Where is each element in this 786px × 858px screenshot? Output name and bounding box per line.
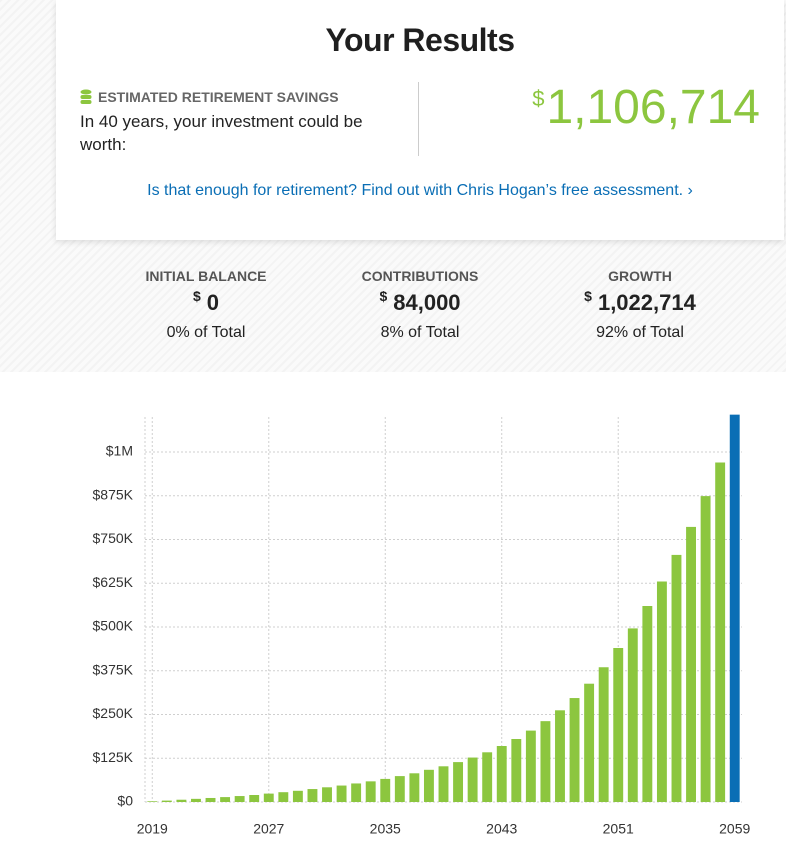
y-tick-label: $375K (93, 661, 134, 677)
divider (418, 82, 419, 156)
stat-amount: $0 (86, 288, 326, 316)
bar (453, 762, 464, 802)
x-tick-label: 2035 (370, 821, 401, 837)
link-arrow[interactable]: › (687, 182, 693, 199)
bar (263, 793, 274, 802)
stat: INITIAL BALANCE $0 0% of Total (86, 268, 326, 342)
x-tick-label: 2051 (603, 821, 634, 837)
bar (438, 766, 449, 802)
stat: CONTRIBUTIONS $84,000 8% of Total (300, 268, 540, 342)
bar (482, 752, 493, 802)
bar (496, 746, 507, 802)
stat-share: 8% of Total (380, 324, 460, 341)
stat-label: INITIAL BALANCE (145, 268, 267, 284)
bar (147, 801, 158, 802)
chart: $0 $125K $250K $375K $500K $625K $750K $875K $1M… (93, 414, 750, 837)
amount: 0 (206, 290, 220, 315)
bar (380, 778, 391, 802)
bar (234, 796, 245, 802)
y-tick-label: $250K (93, 705, 134, 721)
bar (525, 730, 536, 802)
currency: $ (532, 86, 545, 111)
bar (642, 606, 653, 802)
stat-share: 0% of Total (166, 324, 246, 341)
savings-amount: $ 1,106,714 (532, 80, 760, 135)
bar (511, 739, 522, 802)
bar (671, 554, 682, 802)
bar (161, 800, 172, 802)
x-tick-label: 2043 (486, 821, 517, 837)
currency: $ (584, 288, 592, 304)
bar (336, 785, 347, 802)
bar (176, 799, 187, 802)
coin-icon (80, 89, 92, 104)
bar (613, 648, 624, 802)
bar (307, 789, 318, 802)
bar (467, 757, 478, 802)
y-tick-label: $750K (93, 530, 134, 546)
link-text[interactable]: Is that enough for retirement? Find out … (147, 182, 684, 199)
bar (191, 798, 201, 802)
bar (555, 710, 565, 802)
bar (598, 667, 609, 802)
bar (249, 795, 260, 802)
bar (569, 698, 580, 802)
title: Your Results (325, 22, 516, 58)
bar (322, 787, 332, 802)
currency: $ (192, 288, 201, 304)
bar (656, 581, 667, 802)
bar (365, 781, 376, 802)
y-tick-label: $1M (106, 443, 133, 459)
bar (409, 773, 420, 802)
y-tick-label: $500K (93, 618, 134, 634)
stat: GROWTH $1,022,714 92% of Total (520, 268, 760, 342)
savings-label-text: ESTIMATED RETIREMENT SAVINGS (98, 89, 339, 105)
x-tick-label: 2027 (253, 821, 284, 837)
y-tick-label: $625K (93, 574, 134, 590)
bar (715, 462, 726, 802)
x-tick-label: 2059 (719, 821, 750, 837)
stat-amount: $1,022,714 (520, 288, 760, 316)
bar (394, 776, 405, 802)
bar (700, 496, 711, 802)
bar (540, 721, 551, 802)
amount: 1,106,714 (546, 81, 760, 134)
bar (584, 683, 595, 802)
bar (351, 783, 362, 802)
amount: 84,000 (393, 290, 461, 315)
bar (292, 790, 303, 802)
y-tick-label: $0 (117, 793, 133, 809)
bar (729, 414, 740, 802)
savings-label: ESTIMATED RETIREMENT SAVINGS (80, 89, 339, 105)
stat-share: 92% of Total (596, 324, 684, 341)
stat-label: GROWTH (608, 268, 672, 284)
x-tick-label: 2019 (137, 821, 168, 837)
y-tick-label: $875K (93, 486, 134, 502)
stat-amount: $84,000 (300, 288, 540, 316)
stat-label: CONTRIBUTIONS (361, 268, 479, 284)
assessment-link[interactable]: Is that enough for retirement? Find out … (56, 182, 784, 200)
results-card: Your Results ESTIMATED RETIREMENT SAVING… (56, 0, 784, 240)
amount: 1,022,714 (597, 290, 696, 315)
bar (423, 769, 434, 802)
bar (278, 792, 289, 802)
bar (205, 797, 216, 802)
bar (627, 628, 638, 802)
y-tick-label: $125K (93, 749, 134, 765)
currency: $ (379, 288, 388, 304)
bar (686, 526, 696, 802)
savings-text: In 40 years, your investment could be wo… (80, 112, 363, 154)
bar (220, 797, 231, 802)
